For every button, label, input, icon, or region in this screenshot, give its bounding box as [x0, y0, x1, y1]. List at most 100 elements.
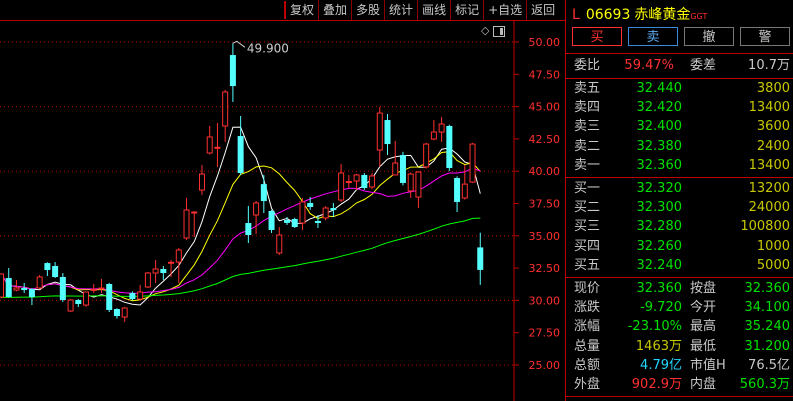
level-volume: 1000 — [756, 238, 790, 254]
y-tick-label: 50.00 — [529, 36, 561, 49]
level-price: 32.380 — [636, 138, 683, 154]
candle-up — [13, 287, 20, 291]
candle-up — [121, 307, 128, 318]
level-price: 32.360 — [636, 157, 683, 173]
ask-row[interactable]: 卖一 32.360 13400 — [566, 157, 793, 175]
cancel-order-button[interactable]: 撤 — [684, 27, 734, 46]
quote-row: 现价 32.360 按盘 32.360 — [566, 280, 793, 298]
stock-prefix: L — [572, 7, 580, 23]
level-volume: 13400 — [748, 157, 790, 173]
buy-button[interactable]: 买 — [572, 27, 622, 46]
candle-up — [137, 291, 144, 300]
ask-row[interactable]: 卖三 32.400 3600 — [566, 118, 793, 136]
y-tick-label: 32.50 — [529, 262, 561, 275]
candle-down — [314, 220, 321, 224]
toolbar-button[interactable]: 复权 — [286, 0, 320, 20]
market-tag: GGT — [690, 12, 708, 21]
stat-value: -23.10% — [627, 319, 682, 335]
ask-row[interactable]: 卖四 32.420 13400 — [566, 99, 793, 117]
stock-name: 赤峰黄金 — [634, 7, 691, 23]
y-tick-label: 35.00 — [529, 230, 561, 243]
candle-up — [191, 211, 198, 214]
candle-down — [245, 223, 252, 236]
bid-row[interactable]: 买一 32.320 13200 — [566, 180, 793, 198]
divider — [566, 53, 793, 54]
candle-down — [330, 208, 337, 211]
level-volume: 13200 — [748, 181, 790, 196]
candle-down — [361, 174, 368, 188]
level-label: 买一 — [574, 181, 601, 196]
alert-button[interactable]: 警 — [740, 27, 790, 46]
candle-down — [260, 184, 267, 202]
bid-row[interactable]: 买五 32.240 5000 — [566, 257, 793, 275]
level-label: 卖一 — [574, 157, 601, 173]
stat-label: 最低 — [690, 338, 717, 354]
quote-row: 总量 1463万 最低 31.200 — [566, 338, 793, 356]
bid-row[interactable]: 买二 32.300 24000 — [566, 199, 793, 217]
stat-label: 内盘 — [690, 377, 717, 392]
divider — [566, 78, 793, 79]
y-tick-label: 45.00 — [529, 101, 561, 114]
bid-row[interactable]: 买四 32.260 1000 — [566, 238, 793, 256]
chart-toolbar: 复权 叠加 多股 统计 画线 标记 +自选 返回 — [0, 0, 565, 21]
y-tick-label: 27.50 — [529, 327, 561, 340]
toolbar-button[interactable]: 画线 — [418, 0, 452, 20]
ratio-label: 委比 — [574, 58, 601, 73]
candle-up — [338, 172, 345, 201]
trade-buttons: 买 卖 撤 警 — [572, 27, 790, 46]
diamond-icon[interactable]: ◇ — [481, 24, 490, 37]
toolbar-button[interactable]: 多股 — [352, 0, 386, 20]
candle-down — [237, 136, 244, 174]
sell-button[interactable]: 卖 — [628, 27, 678, 46]
quote-panel: L 06693 赤峰黄金GGT 买 卖 撤 警 委比 59.47% 委差 10.7万… — [565, 0, 793, 401]
candle-down — [21, 287, 28, 291]
candle-up — [175, 249, 182, 263]
stat-label: 最高 — [690, 319, 717, 335]
candle-up — [90, 288, 97, 291]
stat-value: 902.9万 — [631, 377, 682, 392]
level-price: 32.320 — [636, 181, 683, 196]
toolbar-button[interactable]: 统计 — [385, 0, 419, 20]
stat-value: 32.360 — [636, 281, 683, 296]
stat-label: 市值H — [690, 357, 726, 373]
candle-up — [407, 173, 414, 192]
candle-up — [469, 143, 476, 183]
toolbar-button[interactable]: +自选 — [484, 0, 528, 20]
stat-label: 今开 — [690, 300, 717, 316]
toolbar-button[interactable]: 标记 — [451, 0, 485, 20]
panel-toggle-icon[interactable] — [493, 25, 506, 37]
candle-up — [438, 123, 445, 133]
stat-value: 31.200 — [744, 338, 791, 354]
toolbar-button[interactable]: 叠加 — [319, 0, 353, 20]
stock-title: L 06693 赤峰黄金GGT — [572, 4, 707, 24]
bid-row[interactable]: 买三 32.280 100800 — [566, 218, 793, 236]
level-price: 32.280 — [636, 219, 683, 235]
toolbar-button[interactable]: 返回 — [531, 3, 556, 17]
level-price: 32.240 — [636, 257, 683, 273]
candle-down — [477, 247, 484, 270]
ask-row[interactable]: 卖二 32.380 2400 — [566, 138, 793, 156]
candle-up — [222, 91, 229, 127]
candle-down — [307, 202, 314, 207]
stat-value: 34.100 — [744, 300, 791, 316]
candlestick-chart[interactable]: 50.00 47.50 45.00 42.50 40.00 37.50 35.00 32.50… — [0, 21, 565, 401]
level-label: 卖五 — [574, 81, 601, 96]
ask-row[interactable]: 卖五 32.440 3800 — [566, 80, 793, 98]
stat-value: 4.79亿 — [640, 357, 682, 373]
stat-value: 35.240 — [744, 319, 791, 335]
y-tick-label: 37.50 — [529, 198, 561, 211]
level-volume: 2400 — [756, 138, 790, 154]
stat-label: 外盘 — [574, 377, 601, 392]
high-marker — [232, 40, 246, 48]
diff-label: 委差 — [690, 58, 717, 73]
candle-down — [268, 210, 275, 230]
candle-up — [415, 171, 422, 198]
stat-value: 560.3万 — [739, 377, 790, 392]
divider — [566, 396, 793, 397]
level-volume: 3600 — [756, 119, 790, 135]
y-tick-label: 47.50 — [529, 68, 561, 81]
level-volume: 24000 — [748, 200, 790, 216]
candle-down — [106, 283, 113, 310]
stat-value: 76.5亿 — [748, 357, 790, 373]
candle-up — [376, 112, 383, 151]
